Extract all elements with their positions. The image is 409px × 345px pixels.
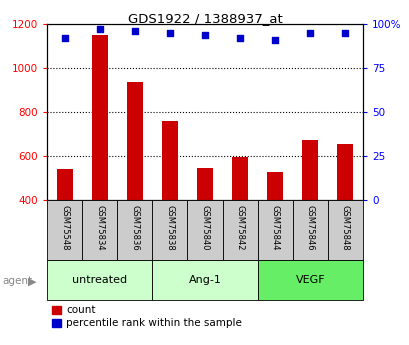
Bar bbox=[162, 121, 178, 200]
Point bbox=[201, 32, 208, 38]
Point bbox=[236, 36, 243, 41]
Point bbox=[271, 37, 278, 43]
FancyBboxPatch shape bbox=[327, 200, 362, 260]
FancyBboxPatch shape bbox=[82, 200, 117, 260]
Text: untreated: untreated bbox=[72, 275, 127, 285]
Text: GSM75838: GSM75838 bbox=[165, 205, 174, 251]
Point bbox=[166, 30, 173, 36]
Point bbox=[131, 28, 138, 34]
FancyBboxPatch shape bbox=[222, 200, 257, 260]
FancyBboxPatch shape bbox=[152, 260, 257, 300]
Bar bbox=[231, 157, 247, 200]
Text: GSM75836: GSM75836 bbox=[130, 205, 139, 251]
Text: GSM75548: GSM75548 bbox=[60, 205, 69, 250]
Text: GSM75842: GSM75842 bbox=[235, 205, 244, 250]
Text: VEGF: VEGF bbox=[295, 275, 324, 285]
FancyBboxPatch shape bbox=[257, 260, 362, 300]
Text: GSM75846: GSM75846 bbox=[305, 205, 314, 250]
Bar bbox=[127, 82, 142, 200]
Bar bbox=[267, 171, 282, 200]
Legend: count, percentile rank within the sample: count, percentile rank within the sample bbox=[52, 305, 241, 328]
FancyBboxPatch shape bbox=[117, 200, 152, 260]
Text: GSM75840: GSM75840 bbox=[200, 205, 209, 250]
FancyBboxPatch shape bbox=[187, 200, 222, 260]
FancyBboxPatch shape bbox=[257, 200, 292, 260]
Point bbox=[306, 30, 313, 36]
FancyBboxPatch shape bbox=[47, 260, 152, 300]
Point bbox=[341, 30, 348, 36]
Point bbox=[96, 27, 103, 32]
Text: Ang-1: Ang-1 bbox=[188, 275, 221, 285]
Bar bbox=[57, 169, 72, 200]
Text: GSM75834: GSM75834 bbox=[95, 205, 104, 250]
Text: GSM75844: GSM75844 bbox=[270, 205, 279, 250]
Text: agent: agent bbox=[2, 276, 32, 286]
FancyBboxPatch shape bbox=[152, 200, 187, 260]
Bar bbox=[197, 168, 212, 200]
FancyBboxPatch shape bbox=[47, 200, 82, 260]
FancyBboxPatch shape bbox=[292, 200, 327, 260]
Text: GDS1922 / 1388937_at: GDS1922 / 1388937_at bbox=[127, 12, 282, 25]
Bar bbox=[301, 140, 317, 200]
Bar bbox=[337, 144, 352, 200]
Text: ▶: ▶ bbox=[28, 276, 36, 286]
Point bbox=[61, 36, 68, 41]
Text: GSM75848: GSM75848 bbox=[340, 205, 349, 250]
Bar bbox=[92, 35, 108, 200]
